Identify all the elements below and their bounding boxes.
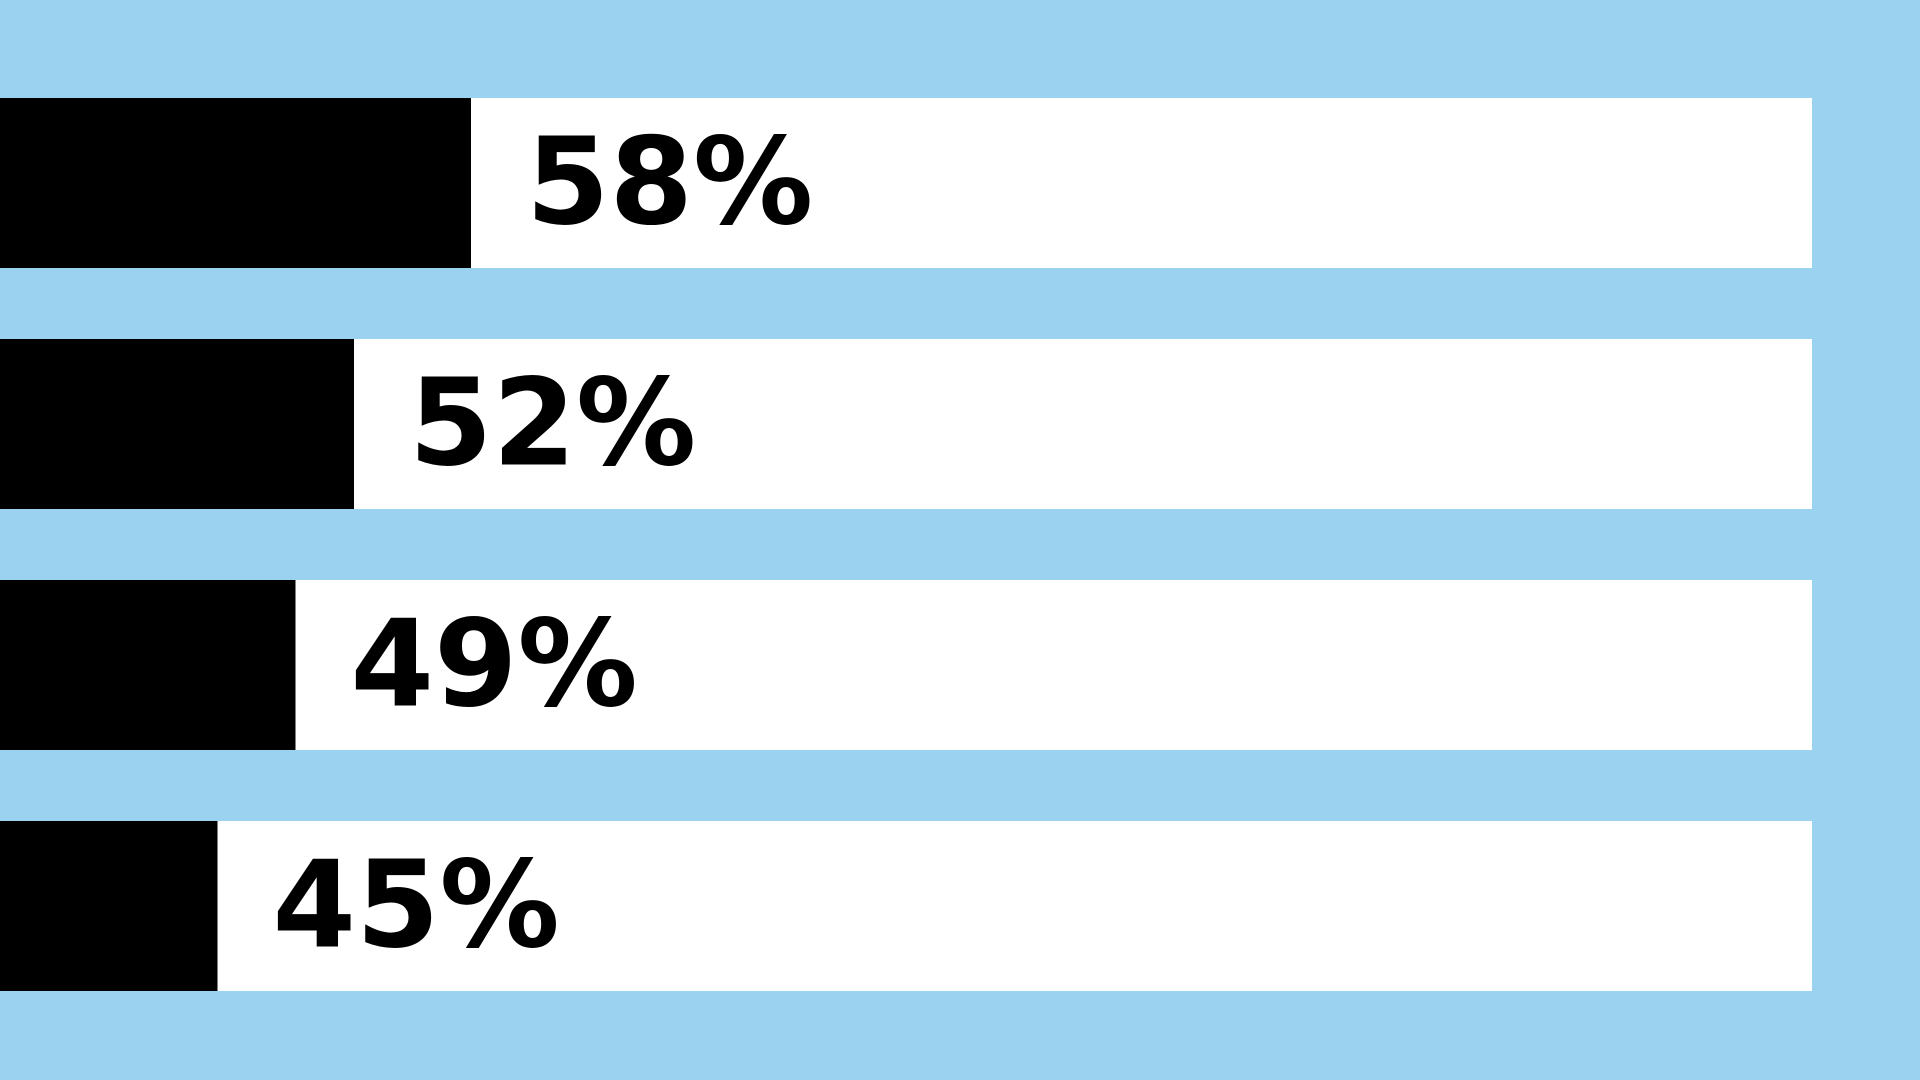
bar-track bbox=[0, 580, 1812, 750]
bar bbox=[0, 98, 471, 268]
bar-value-label: 58% bbox=[526, 114, 813, 253]
bar bbox=[0, 580, 296, 750]
bar-value-label: 49% bbox=[351, 596, 638, 735]
bar-value-label: 45% bbox=[273, 837, 560, 976]
bar-track bbox=[0, 821, 1812, 991]
bar bbox=[0, 821, 218, 991]
bar bbox=[0, 339, 354, 509]
bars-group: 58% 52% 49% 45% bbox=[0, 98, 1812, 991]
bar-value-label: 52% bbox=[409, 355, 696, 494]
